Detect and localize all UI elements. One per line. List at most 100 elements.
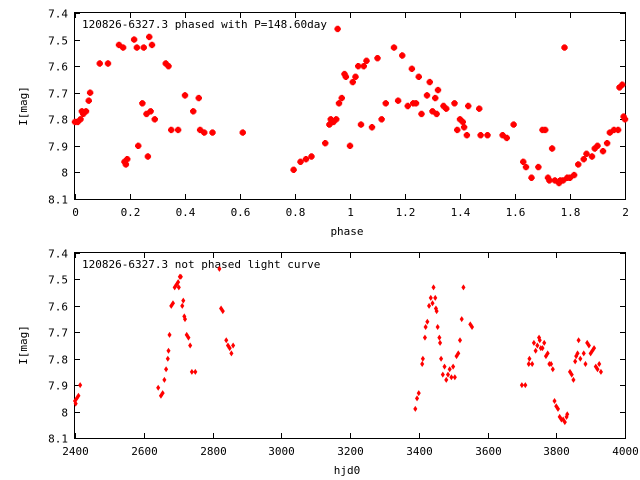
x-tick-label: 1.4	[451, 206, 471, 219]
data-point	[444, 376, 449, 383]
data-point	[468, 321, 473, 328]
data-point	[435, 324, 440, 330]
data-point	[542, 339, 547, 346]
data-point	[346, 142, 354, 150]
data-point	[181, 92, 189, 99]
x-tick-label: 0.8	[286, 206, 306, 219]
y-axis-label: I[mag]	[17, 325, 30, 365]
data-point	[399, 52, 406, 59]
data-point	[438, 339, 443, 346]
data-point	[374, 54, 381, 62]
data-point	[621, 116, 629, 123]
data-point	[461, 284, 466, 291]
data-point	[445, 371, 451, 378]
data-point	[420, 355, 425, 362]
data-point	[196, 126, 204, 134]
chart-title: 120826-6327.3 not phased light curve	[82, 258, 320, 271]
data-point	[122, 161, 130, 168]
data-point	[523, 382, 528, 389]
data-point	[119, 44, 127, 51]
data-point	[239, 129, 246, 136]
data-point	[598, 368, 603, 375]
data-point	[165, 355, 170, 362]
data-point	[74, 395, 79, 402]
data-point	[167, 331, 172, 338]
data-point	[74, 118, 81, 126]
data-point	[554, 403, 559, 410]
data-point	[537, 337, 542, 344]
data-point	[581, 350, 586, 357]
data-point	[302, 155, 310, 163]
y-tick-labels: 7.4 7.5 7.6 7.7 7.8 7.9 8 8.1	[48, 248, 68, 446]
data-point	[140, 44, 147, 51]
data-point	[526, 361, 531, 367]
data-point	[431, 284, 436, 291]
data-point	[434, 86, 442, 94]
x-tick-label: 3600	[475, 445, 502, 458]
data-point	[535, 163, 542, 171]
data-point	[503, 134, 510, 142]
data-point	[555, 179, 563, 187]
data-point	[73, 400, 78, 407]
x-tick-label: 3200	[337, 445, 364, 458]
data-point	[148, 41, 156, 49]
data-point	[162, 376, 167, 383]
y-tick-label: 7.9	[48, 141, 68, 154]
data-points	[71, 25, 629, 187]
y-tick-label: 8	[61, 167, 68, 180]
data-point	[193, 368, 198, 375]
data-point	[469, 324, 475, 330]
data-point	[363, 57, 370, 65]
data-point	[443, 105, 450, 112]
data-point	[566, 174, 574, 181]
data-point	[162, 60, 169, 67]
data-point	[434, 308, 439, 315]
data-point	[477, 132, 484, 139]
x-tick-label: 1.6	[506, 206, 526, 219]
y-tick-label: 7.4	[48, 248, 68, 261]
data-point	[499, 132, 506, 139]
data-point	[181, 297, 186, 304]
data-point	[437, 334, 442, 341]
data-point	[224, 337, 229, 344]
data-point	[580, 155, 587, 163]
data-point	[476, 105, 483, 112]
data-point	[545, 350, 550, 357]
data-point	[147, 108, 154, 115]
data-point	[174, 126, 182, 134]
data-point	[231, 342, 236, 349]
data-point	[170, 300, 176, 307]
data-point	[418, 110, 425, 118]
data-point	[463, 132, 471, 139]
data-point	[139, 100, 146, 107]
data-point	[610, 126, 618, 134]
data-point	[460, 124, 468, 131]
data-point	[151, 116, 158, 123]
x-tick-label: 0	[72, 206, 79, 219]
data-point	[449, 374, 454, 381]
data-point	[78, 382, 83, 389]
data-point	[327, 116, 334, 123]
data-point	[135, 142, 142, 150]
y-tick-label: 8.1	[48, 194, 68, 207]
data-point	[156, 384, 161, 391]
data-point	[428, 294, 433, 301]
x-axis-label: hjd0	[334, 464, 361, 477]
data-point	[571, 376, 576, 383]
data-point	[456, 116, 464, 123]
data-point	[595, 366, 600, 373]
y-tick-label: 8	[61, 407, 68, 420]
y-tick-label: 7.6	[48, 61, 68, 74]
data-point	[342, 73, 350, 80]
data-point	[326, 121, 333, 128]
y-tick-label: 7.5	[48, 274, 68, 287]
data-point	[451, 100, 458, 107]
data-point	[555, 405, 561, 412]
data-point	[413, 405, 418, 412]
tick-marks	[75, 13, 626, 200]
data-point	[592, 345, 597, 352]
x-tick-label: 2600	[131, 445, 158, 458]
data-point	[146, 33, 153, 41]
data-point	[209, 129, 216, 136]
